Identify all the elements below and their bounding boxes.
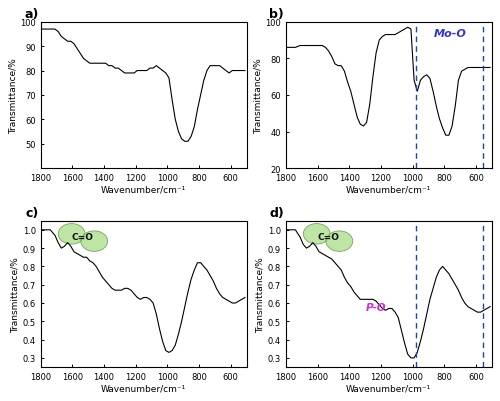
Text: C=O: C=O: [317, 232, 339, 241]
Y-axis label: Transmittance/%: Transmittance/%: [8, 58, 18, 134]
Text: d): d): [269, 207, 284, 220]
Text: a): a): [24, 8, 38, 21]
Text: b): b): [269, 8, 284, 21]
Text: P-O: P-O: [366, 302, 386, 312]
X-axis label: Wavenumber/cm⁻¹: Wavenumber/cm⁻¹: [101, 384, 186, 393]
Ellipse shape: [304, 224, 330, 245]
Text: c): c): [26, 207, 38, 220]
Text: Mo-O: Mo-O: [434, 29, 467, 39]
Y-axis label: Transmittance/%: Transmittance/%: [11, 256, 20, 332]
Ellipse shape: [81, 231, 108, 252]
X-axis label: Wavenumber/cm⁻¹: Wavenumber/cm⁻¹: [346, 185, 432, 194]
Y-axis label: Transmittance/%: Transmittance/%: [256, 256, 265, 332]
Ellipse shape: [58, 224, 85, 245]
Ellipse shape: [326, 231, 352, 252]
X-axis label: Wavenumber/cm⁻¹: Wavenumber/cm⁻¹: [101, 185, 186, 194]
Y-axis label: Transmittance/%: Transmittance/%: [254, 58, 262, 134]
Text: C=O: C=O: [72, 232, 94, 241]
X-axis label: Wavenumber/cm⁻¹: Wavenumber/cm⁻¹: [346, 384, 432, 393]
